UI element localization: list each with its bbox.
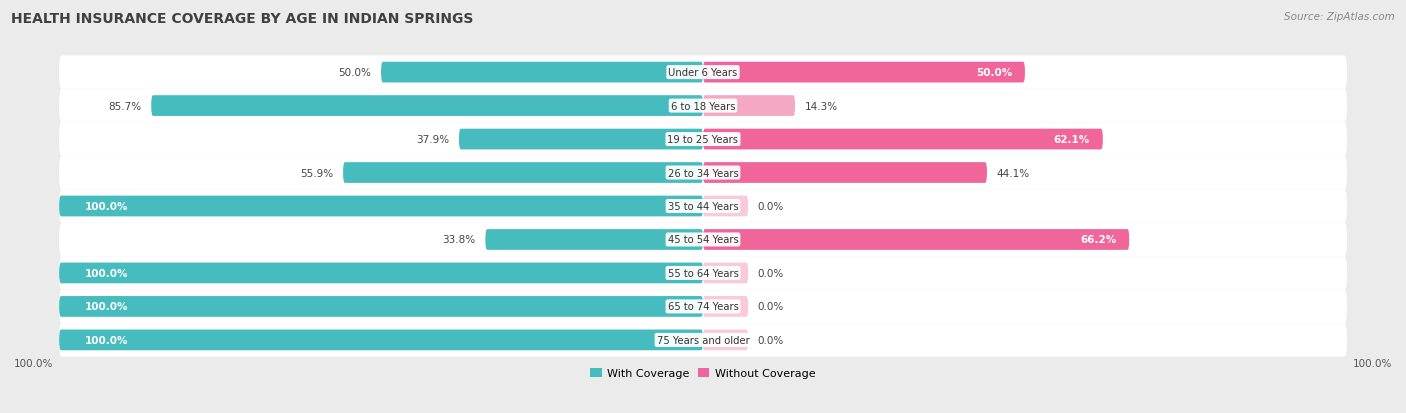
FancyBboxPatch shape — [59, 96, 1347, 117]
Text: 44.1%: 44.1% — [997, 168, 1029, 178]
FancyBboxPatch shape — [485, 230, 703, 250]
Text: 100.0%: 100.0% — [14, 358, 53, 368]
Text: 65 to 74 Years: 65 to 74 Years — [668, 301, 738, 312]
FancyBboxPatch shape — [59, 290, 1347, 323]
FancyBboxPatch shape — [59, 56, 1347, 90]
FancyBboxPatch shape — [59, 63, 1347, 83]
Text: 100.0%: 100.0% — [84, 202, 128, 211]
FancyBboxPatch shape — [59, 296, 1347, 317]
FancyBboxPatch shape — [59, 263, 1347, 284]
FancyBboxPatch shape — [703, 196, 748, 217]
Text: 55.9%: 55.9% — [301, 168, 333, 178]
FancyBboxPatch shape — [152, 96, 703, 117]
Text: 100.0%: 100.0% — [84, 301, 128, 312]
FancyBboxPatch shape — [703, 63, 1025, 83]
FancyBboxPatch shape — [343, 163, 703, 183]
Text: 75 Years and older: 75 Years and older — [657, 335, 749, 345]
Text: 62.1%: 62.1% — [1053, 135, 1090, 145]
FancyBboxPatch shape — [703, 330, 748, 350]
FancyBboxPatch shape — [703, 96, 794, 117]
Text: 0.0%: 0.0% — [758, 335, 785, 345]
FancyBboxPatch shape — [59, 190, 1347, 223]
Text: 50.0%: 50.0% — [339, 68, 371, 78]
Text: 35 to 44 Years: 35 to 44 Years — [668, 202, 738, 211]
Text: 100.0%: 100.0% — [1353, 358, 1392, 368]
FancyBboxPatch shape — [59, 263, 703, 284]
Text: 45 to 54 Years: 45 to 54 Years — [668, 235, 738, 245]
Text: Under 6 Years: Under 6 Years — [668, 68, 738, 78]
FancyBboxPatch shape — [59, 90, 1347, 123]
Legend: With Coverage, Without Coverage: With Coverage, Without Coverage — [586, 364, 820, 383]
Text: 37.9%: 37.9% — [416, 135, 450, 145]
Text: 0.0%: 0.0% — [758, 268, 785, 278]
FancyBboxPatch shape — [458, 129, 703, 150]
Text: 85.7%: 85.7% — [108, 101, 142, 112]
FancyBboxPatch shape — [59, 223, 1347, 256]
Text: HEALTH INSURANCE COVERAGE BY AGE IN INDIAN SPRINGS: HEALTH INSURANCE COVERAGE BY AGE IN INDI… — [11, 12, 474, 26]
Text: 100.0%: 100.0% — [84, 335, 128, 345]
FancyBboxPatch shape — [59, 157, 1347, 190]
Text: 19 to 25 Years: 19 to 25 Years — [668, 135, 738, 145]
FancyBboxPatch shape — [59, 330, 1347, 350]
FancyBboxPatch shape — [703, 263, 748, 284]
FancyBboxPatch shape — [59, 163, 1347, 183]
Text: 50.0%: 50.0% — [976, 68, 1012, 78]
FancyBboxPatch shape — [703, 163, 987, 183]
Text: 0.0%: 0.0% — [758, 202, 785, 211]
FancyBboxPatch shape — [59, 323, 1347, 357]
FancyBboxPatch shape — [59, 296, 703, 317]
FancyBboxPatch shape — [703, 230, 1129, 250]
FancyBboxPatch shape — [59, 123, 1347, 157]
Text: 0.0%: 0.0% — [758, 301, 785, 312]
FancyBboxPatch shape — [703, 296, 748, 317]
Text: 33.8%: 33.8% — [443, 235, 475, 245]
FancyBboxPatch shape — [59, 256, 1347, 290]
Text: 66.2%: 66.2% — [1080, 235, 1116, 245]
Text: 14.3%: 14.3% — [804, 101, 838, 112]
FancyBboxPatch shape — [59, 330, 703, 350]
FancyBboxPatch shape — [59, 129, 1347, 150]
Text: Source: ZipAtlas.com: Source: ZipAtlas.com — [1284, 12, 1395, 22]
FancyBboxPatch shape — [59, 230, 1347, 250]
Text: 26 to 34 Years: 26 to 34 Years — [668, 168, 738, 178]
FancyBboxPatch shape — [59, 196, 1347, 217]
FancyBboxPatch shape — [59, 196, 703, 217]
Text: 55 to 64 Years: 55 to 64 Years — [668, 268, 738, 278]
FancyBboxPatch shape — [381, 63, 703, 83]
FancyBboxPatch shape — [703, 129, 1102, 150]
Text: 100.0%: 100.0% — [84, 268, 128, 278]
Text: 6 to 18 Years: 6 to 18 Years — [671, 101, 735, 112]
